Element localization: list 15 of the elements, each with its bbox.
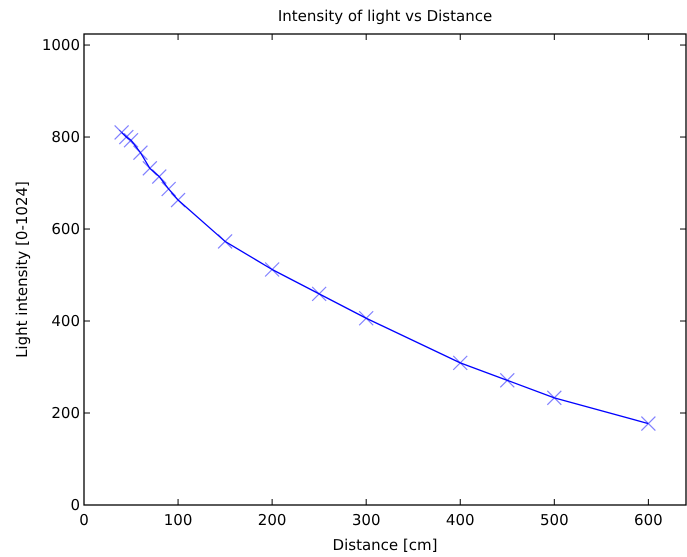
x-tick-label: 200	[258, 511, 286, 529]
x-tick-label: 300	[352, 511, 381, 529]
y-tick-label: 400	[51, 312, 80, 330]
x-tick-label: 400	[446, 511, 475, 529]
y-tick-label: 200	[51, 404, 80, 422]
x-axis-title: Distance [cm]	[332, 536, 438, 554]
y-tick-label: 800	[51, 128, 80, 146]
chart-title: Intensity of light vs Distance	[278, 7, 492, 25]
y-tick-label: 0	[70, 496, 80, 514]
y-axis-title: Light intensity [0-1024]	[13, 181, 31, 358]
y-tick-label: 600	[51, 220, 80, 238]
x-tick-label: 500	[540, 511, 569, 529]
x-tick-label: 100	[164, 511, 192, 529]
y-tick-label: 1000	[42, 36, 80, 54]
x-tick-label: 600	[634, 511, 663, 529]
